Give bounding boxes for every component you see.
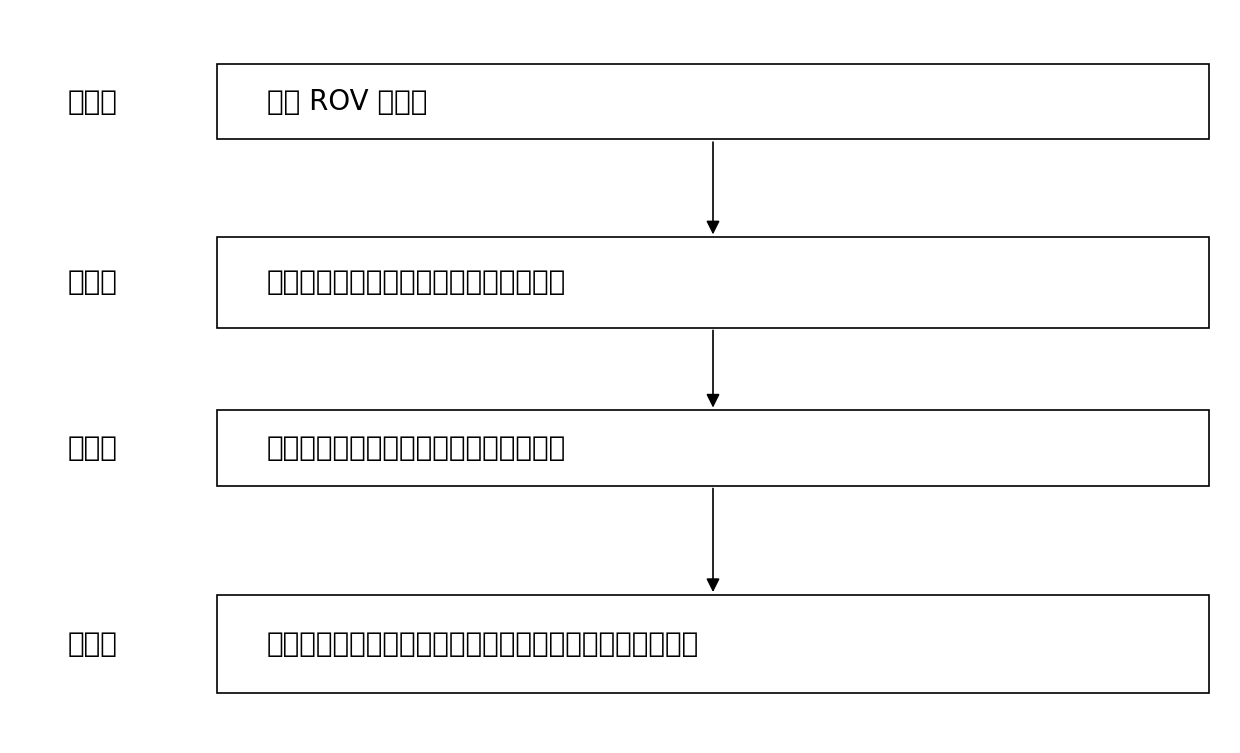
- Text: 基于步骤一、二、三建立考虑饱和的改进滑模变结构控制。: 基于步骤一、二、三建立考虑饱和的改进滑模变结构控制。: [267, 630, 699, 658]
- Text: 步骤一: 步骤一: [68, 87, 118, 116]
- Bar: [217, 410, 1209, 486]
- Text: 基于步骤一建立改进的滑模变结构控制；: 基于步骤一建立改进的滑模变结构控制；: [267, 268, 565, 297]
- Text: 步骤三: 步骤三: [68, 434, 118, 462]
- Text: 基于步骤一、步骤二引入输入饱和函数；: 基于步骤一、步骤二引入输入饱和函数；: [267, 434, 565, 462]
- Text: 建立 ROV 模型；: 建立 ROV 模型；: [267, 87, 427, 116]
- Text: 步骤二: 步骤二: [68, 268, 118, 297]
- Bar: [217, 237, 1209, 328]
- Bar: [217, 595, 1209, 693]
- Text: 步骤四: 步骤四: [68, 630, 118, 658]
- Bar: [217, 64, 1209, 139]
